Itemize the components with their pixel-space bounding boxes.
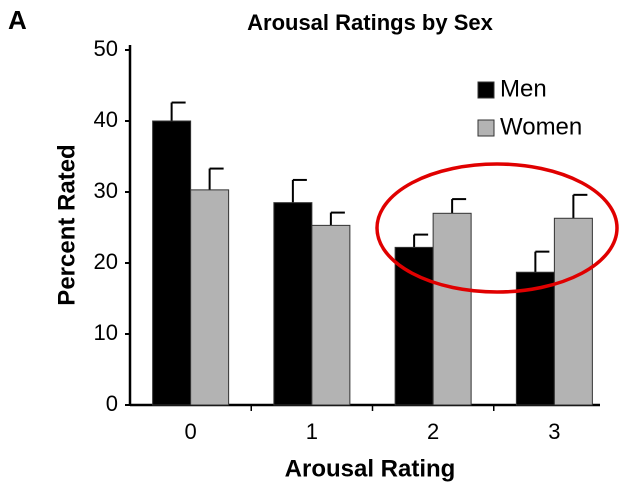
y-axis-label: Percent Rated bbox=[53, 144, 80, 305]
bar bbox=[394, 246, 434, 406]
y-tick-label: 20 bbox=[94, 249, 118, 274]
legend-label: Women bbox=[500, 113, 582, 140]
legend-swatch bbox=[477, 119, 495, 137]
y-tick-label: 40 bbox=[94, 107, 118, 132]
y-tick-label: 50 bbox=[94, 36, 118, 61]
x-tick-label: 3 bbox=[548, 419, 560, 444]
chart-title: Arousal Ratings by Sex bbox=[247, 10, 494, 35]
panel-label: A bbox=[8, 5, 27, 35]
x-axis-label: Arousal Rating bbox=[285, 455, 456, 482]
x-tick-label: 0 bbox=[185, 419, 197, 444]
x-tick-label: 2 bbox=[427, 419, 439, 444]
bar bbox=[553, 217, 593, 406]
bar bbox=[432, 212, 472, 406]
highlight-ellipse bbox=[375, 162, 619, 294]
legend-swatch bbox=[477, 81, 495, 99]
bar bbox=[515, 271, 555, 406]
y-tick-label: 30 bbox=[94, 178, 118, 203]
bar bbox=[152, 120, 192, 406]
legend-label: Men bbox=[500, 75, 547, 102]
bar bbox=[273, 202, 313, 406]
y-tick-label: 0 bbox=[106, 391, 118, 416]
bar bbox=[311, 224, 351, 406]
bar bbox=[190, 189, 230, 406]
y-tick-label: 10 bbox=[94, 320, 118, 345]
x-tick-label: 1 bbox=[306, 419, 318, 444]
